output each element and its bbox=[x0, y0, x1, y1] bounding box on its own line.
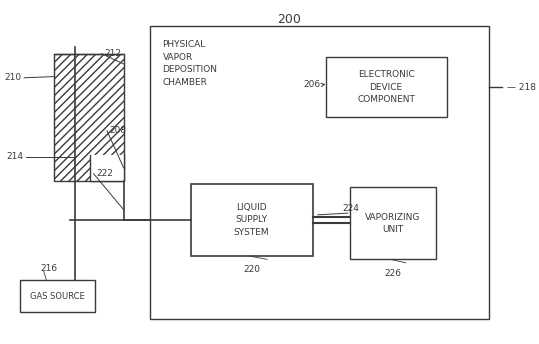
Bar bbox=[191, 184, 313, 256]
Bar bbox=[90, 155, 123, 181]
Bar bbox=[20, 280, 95, 312]
Bar bbox=[54, 54, 123, 181]
Text: 226: 226 bbox=[384, 269, 402, 278]
Text: GAS SOURCE: GAS SOURCE bbox=[31, 292, 85, 301]
Bar bbox=[149, 26, 489, 319]
Text: 216: 216 bbox=[41, 264, 58, 273]
Text: 200: 200 bbox=[278, 13, 301, 26]
Text: ELECTRONIC
DEVICE
COMPONENT: ELECTRONIC DEVICE COMPONENT bbox=[357, 70, 415, 104]
Text: 212: 212 bbox=[105, 49, 121, 58]
Text: PHYSICAL
VAPOR
DEPOSITION
CHAMBER: PHYSICAL VAPOR DEPOSITION CHAMBER bbox=[162, 40, 217, 87]
Text: 214: 214 bbox=[6, 152, 24, 161]
Text: LIQUID
SUPPLY
SYSTEM: LIQUID SUPPLY SYSTEM bbox=[234, 203, 270, 237]
Text: 210: 210 bbox=[4, 73, 22, 82]
Text: 206: 206 bbox=[303, 80, 320, 89]
Text: 208: 208 bbox=[109, 126, 127, 136]
Text: 220: 220 bbox=[243, 265, 260, 274]
Text: 224: 224 bbox=[343, 204, 360, 213]
Text: 222: 222 bbox=[96, 169, 113, 178]
Bar bbox=[350, 187, 436, 259]
Bar bbox=[54, 54, 123, 181]
Text: — 218: — 218 bbox=[507, 83, 536, 92]
Bar bbox=[326, 57, 447, 117]
Text: VAPORIZING
UNIT: VAPORIZING UNIT bbox=[365, 213, 420, 234]
